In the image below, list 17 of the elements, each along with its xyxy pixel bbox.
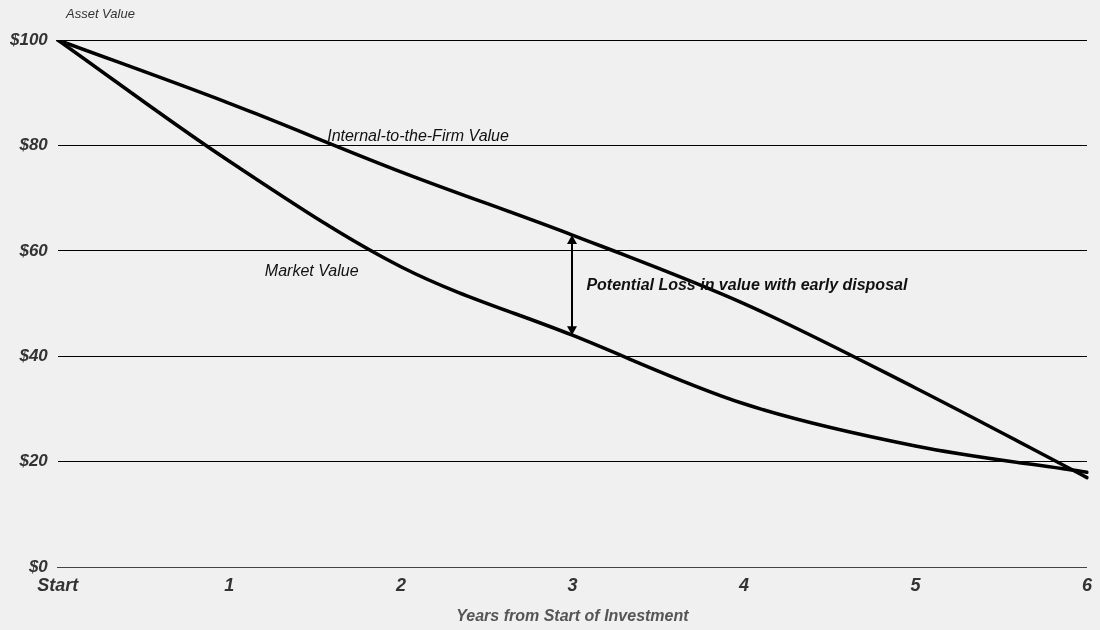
x-tick-label: 4 [737, 574, 749, 595]
x-tick-label: 5 [910, 574, 922, 595]
y-tick-label: $20 [18, 451, 49, 471]
y-tick-label: $0 [27, 556, 49, 576]
x-tick-label: 6 [1081, 574, 1093, 595]
y-tick-label: $80 [18, 135, 49, 155]
series-label: Market Value [264, 262, 359, 280]
x-tick-label: 3 [567, 574, 578, 595]
x-tick-label: Start [37, 574, 80, 595]
x-tick-label: 2 [394, 574, 406, 595]
x-tick-label: 1 [224, 574, 235, 595]
x-axis-title: Years from Start of Investment [456, 606, 690, 624]
series-label: Internal-to-the-Firm Value [327, 126, 509, 144]
y-axis-title: Asset Value [66, 6, 135, 21]
y-tick-label: $100 [8, 29, 49, 49]
y-tick-label: $60 [18, 240, 49, 260]
y-tick-label: $40 [18, 346, 49, 366]
